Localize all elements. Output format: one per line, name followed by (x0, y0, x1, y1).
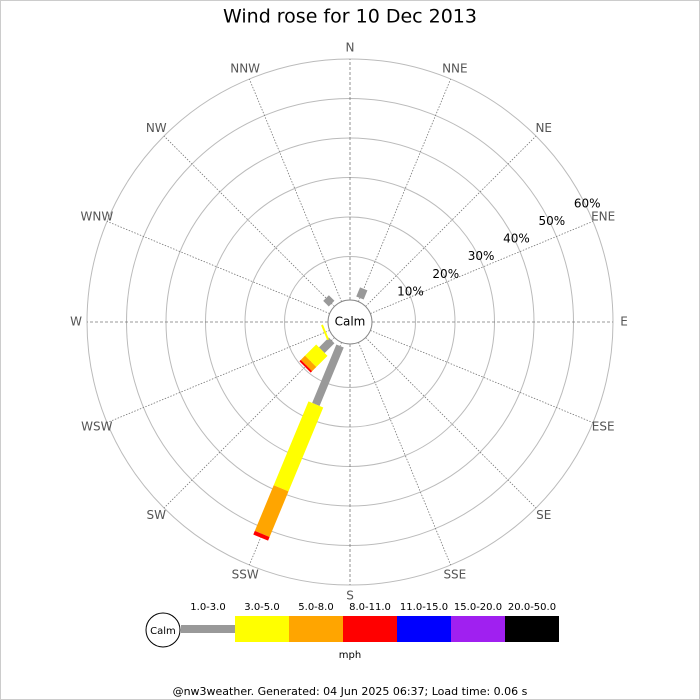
spoke (248, 78, 342, 302)
legend-swatch (397, 616, 451, 642)
legend-label: 1.0-3.0 (190, 602, 225, 613)
spoke (365, 135, 537, 307)
legend-swatch (181, 625, 235, 633)
direction-label: N (346, 41, 355, 55)
legend-label: 5.0-8.0 (298, 602, 333, 613)
legend-swatch (451, 616, 505, 642)
direction-label: NE (535, 121, 552, 135)
ring-label: 30% (468, 249, 495, 263)
legend-unit: mph (339, 650, 361, 661)
bar-segment (305, 344, 328, 367)
direction-label: WNW (80, 210, 113, 224)
bar-segment (300, 355, 317, 372)
calm-circle (327, 299, 373, 345)
legend-label: 8.0-11.0 (349, 602, 391, 613)
legend-label: 3.0-5.0 (244, 602, 279, 613)
bar-segment (299, 359, 313, 373)
ring (284, 256, 416, 388)
bar-segment (273, 401, 324, 492)
bar-segment (356, 287, 368, 300)
bar-segment (254, 485, 289, 538)
legend-label: 11.0-15.0 (400, 602, 448, 613)
legend-swatch (235, 616, 289, 642)
ring-label: 20% (432, 267, 459, 281)
bar-segment (321, 324, 330, 341)
ring-label: 10% (397, 284, 424, 298)
spoke (358, 342, 452, 566)
direction-label: NW (146, 121, 167, 135)
calm-label: Calm (335, 315, 366, 329)
direction-label: SE (536, 508, 551, 522)
footer: @nw3weather. Generated: 04 Jun 2025 06:3… (173, 685, 528, 698)
legend-label: 15.0-20.0 (454, 602, 502, 613)
direction-label: W (70, 315, 82, 329)
spoke (106, 330, 330, 424)
spoke (370, 220, 594, 314)
direction-label: ENE (591, 210, 615, 224)
direction-label: ESE (592, 419, 615, 433)
legend-calm-label: Calm (150, 626, 176, 637)
legend-swatch (505, 616, 559, 642)
legend-calm-circle (145, 612, 181, 648)
direction-label: SSE (443, 568, 466, 582)
ring-label: 60% (574, 196, 601, 210)
direction-label: S (346, 589, 354, 603)
spoke (358, 78, 452, 302)
legend-swatch (343, 616, 397, 642)
ring-label: 40% (503, 232, 530, 246)
bar-segment (312, 344, 344, 406)
legend-label: 20.0-50.0 (508, 602, 556, 613)
direction-label: WSW (81, 419, 112, 433)
spoke (106, 220, 330, 314)
direction-label: SW (147, 508, 167, 522)
ring-label: 50% (538, 214, 565, 228)
bar-segment (253, 530, 270, 541)
spoke (365, 337, 537, 509)
direction-label: NNE (442, 61, 468, 75)
chart-title: Wind rose for 10 Dec 2013 (223, 6, 477, 28)
spoke (163, 135, 335, 307)
direction-label: SSW (232, 568, 259, 582)
spoke (370, 330, 594, 424)
legend-swatch (289, 616, 343, 642)
bar-segment (323, 295, 335, 307)
bar-segment (319, 337, 335, 353)
direction-label: NNW (230, 61, 260, 75)
direction-label: E (620, 315, 628, 329)
